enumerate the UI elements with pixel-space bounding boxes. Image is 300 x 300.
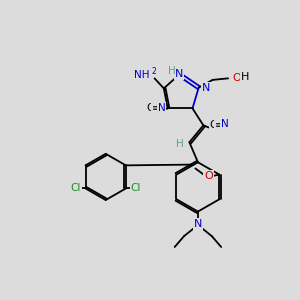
Text: N: N bbox=[194, 219, 202, 229]
Text: NH: NH bbox=[134, 70, 150, 80]
Text: H: H bbox=[241, 72, 249, 82]
Text: N: N bbox=[175, 69, 184, 79]
Text: ≡: ≡ bbox=[152, 103, 161, 113]
Text: N: N bbox=[158, 103, 165, 112]
Text: O: O bbox=[204, 171, 213, 181]
Text: C: C bbox=[210, 119, 217, 130]
Text: Cl: Cl bbox=[70, 184, 81, 194]
Text: H: H bbox=[168, 66, 176, 76]
Text: H: H bbox=[176, 139, 184, 149]
Text: Cl: Cl bbox=[131, 184, 141, 194]
Text: N: N bbox=[221, 119, 229, 129]
Text: O: O bbox=[233, 73, 242, 82]
Text: 2: 2 bbox=[152, 67, 156, 76]
Text: C: C bbox=[146, 103, 154, 113]
Text: N: N bbox=[202, 82, 210, 93]
Text: ≡: ≡ bbox=[215, 119, 224, 130]
